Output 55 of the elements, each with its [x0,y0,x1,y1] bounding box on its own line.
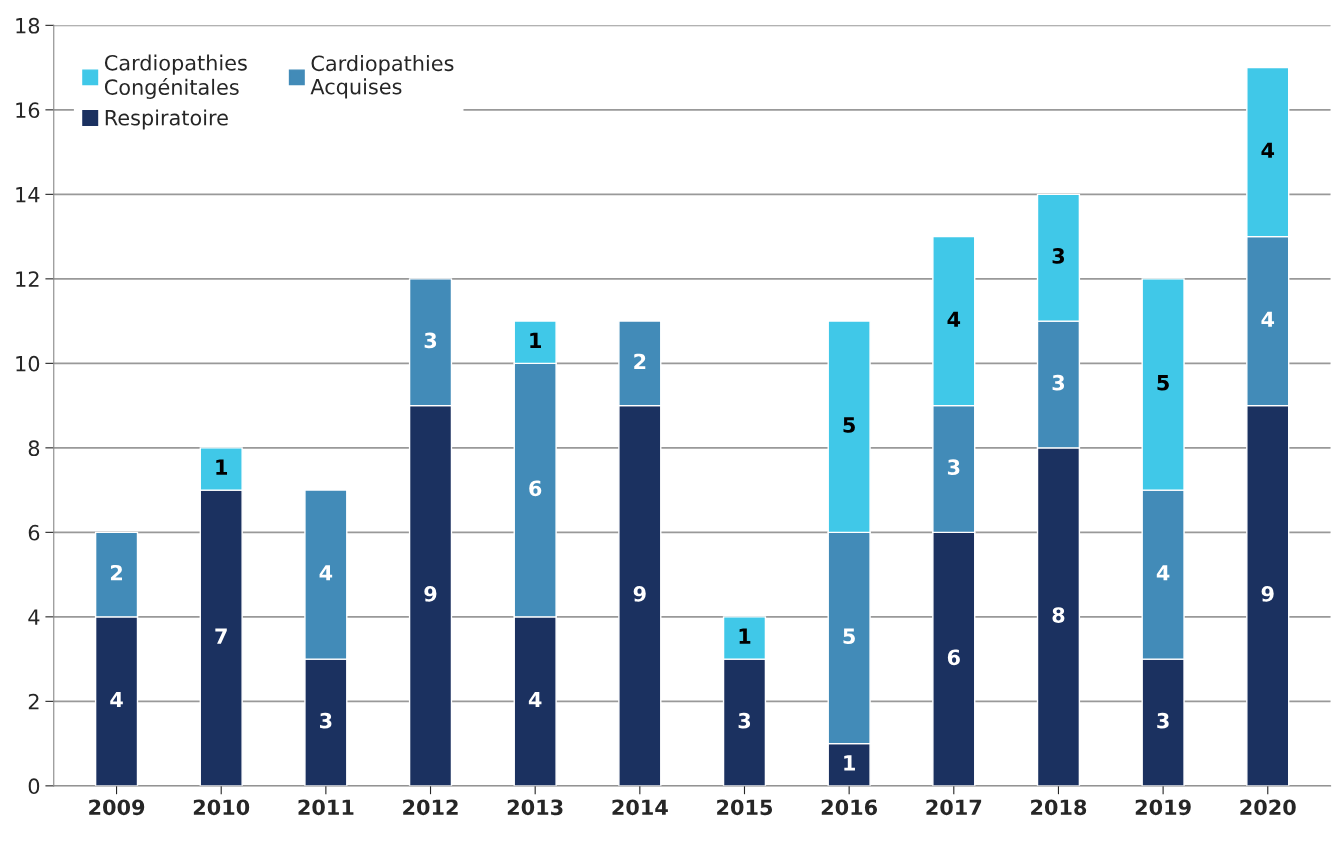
data-label: 4 [110,691,123,708]
x-tick-label: 2009 [89,799,145,816]
x-tick-label: 2018 [1031,799,1087,816]
x-tick-label: 2012 [403,799,458,816]
data-label: 6 [947,649,960,666]
data-label: 9 [424,586,437,602]
data-label: 8 [1052,607,1065,623]
x-tick-label: 2011 [298,799,354,816]
y-tick-label: 4 [28,609,40,625]
data-label: 3 [1157,712,1169,729]
x-tick-label: 2010 [193,799,250,816]
data-label: 9 [633,586,646,602]
data-label: 3 [1052,374,1065,391]
y-tick-label: 10 [16,355,40,372]
x-tick-label: 2019 [1135,799,1191,816]
legend-label: Cardiopathies Congénitales [104,54,247,100]
x-tick-label: 2013 [507,799,563,816]
data-label: 4 [1261,311,1275,327]
x-tick-label: 2017 [926,799,982,816]
x-tick-label: 2014 [612,799,668,816]
x-tick-label: 2015 [717,799,773,816]
y-tick-label: 8 [28,440,40,457]
y-tick-label: 0 [28,778,40,795]
y-tick-label: 14 [16,187,40,203]
y-tick-label: 12 [16,271,39,287]
data-label: 3 [738,712,751,729]
data-label: 3 [947,459,960,476]
legend-label: Cardiopathies Acquises [310,55,454,99]
data-label: 4 [1261,142,1275,158]
data-label: 5 [1157,375,1169,391]
x-tick-label: 2016 [821,799,878,816]
data-label: 2 [634,353,646,370]
data-label: 2 [110,564,122,581]
data-label: 4 [528,691,542,708]
data-label: 3 [424,332,437,349]
data-label: 3 [1052,248,1065,264]
data-label: 5 [843,417,855,433]
data-label: 3 [320,712,332,729]
data-label: 1 [530,332,541,348]
data-label: 1 [216,459,228,475]
y-tick-label: 16 [16,102,40,119]
data-label: 5 [843,628,855,645]
data-label: 6 [529,480,542,497]
data-label: 7 [215,628,227,644]
x-tick-label: 2020 [1240,799,1296,816]
data-label: 4 [1156,565,1170,581]
data-label: 4 [319,565,333,581]
y-tick-label: 18 [16,17,40,34]
data-label: 1 [844,755,855,771]
data-label: 4 [947,311,961,327]
data-label: 9 [1261,586,1274,602]
data-label: 1 [739,628,751,644]
y-tick-label: 6 [28,524,40,541]
legend-label: Respiratoire [105,109,228,130]
y-tick-label: 2 [28,693,39,710]
